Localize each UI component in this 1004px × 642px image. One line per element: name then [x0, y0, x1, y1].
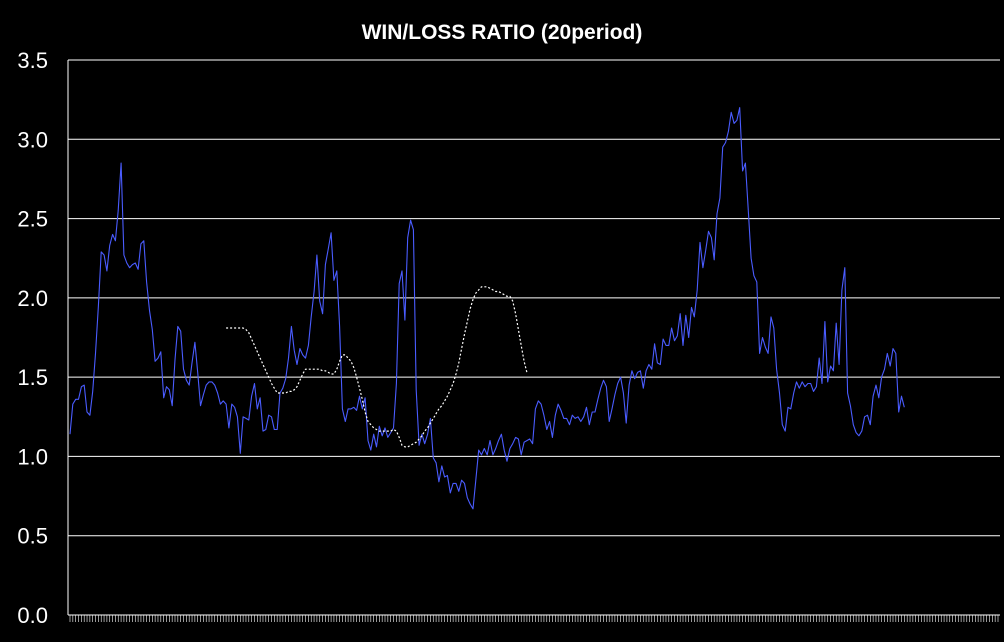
y-tick-label: 1.5 [17, 365, 48, 390]
y-tick-label: 3.0 [17, 127, 48, 152]
series-layer [69, 107, 905, 510]
y-tick-label: 3.5 [17, 48, 48, 73]
y-tick-label: 0.5 [17, 524, 48, 549]
y-tick-label: 1.0 [17, 444, 48, 469]
y-tick-label: 2.5 [17, 207, 48, 232]
y-tick-label: 2.0 [17, 286, 48, 311]
series-line-solid [69, 107, 905, 510]
x-axis-ticks [69, 615, 999, 622]
series-line-dotted [226, 286, 528, 448]
y-axis-tick-labels: 0.0 0.5 1.0 1.5 2.0 2.5 3.0 3.5 [17, 48, 48, 628]
y-tick-label: 0.0 [17, 603, 48, 628]
chart-title: WIN/LOSS RATIO (20period) [362, 21, 643, 44]
